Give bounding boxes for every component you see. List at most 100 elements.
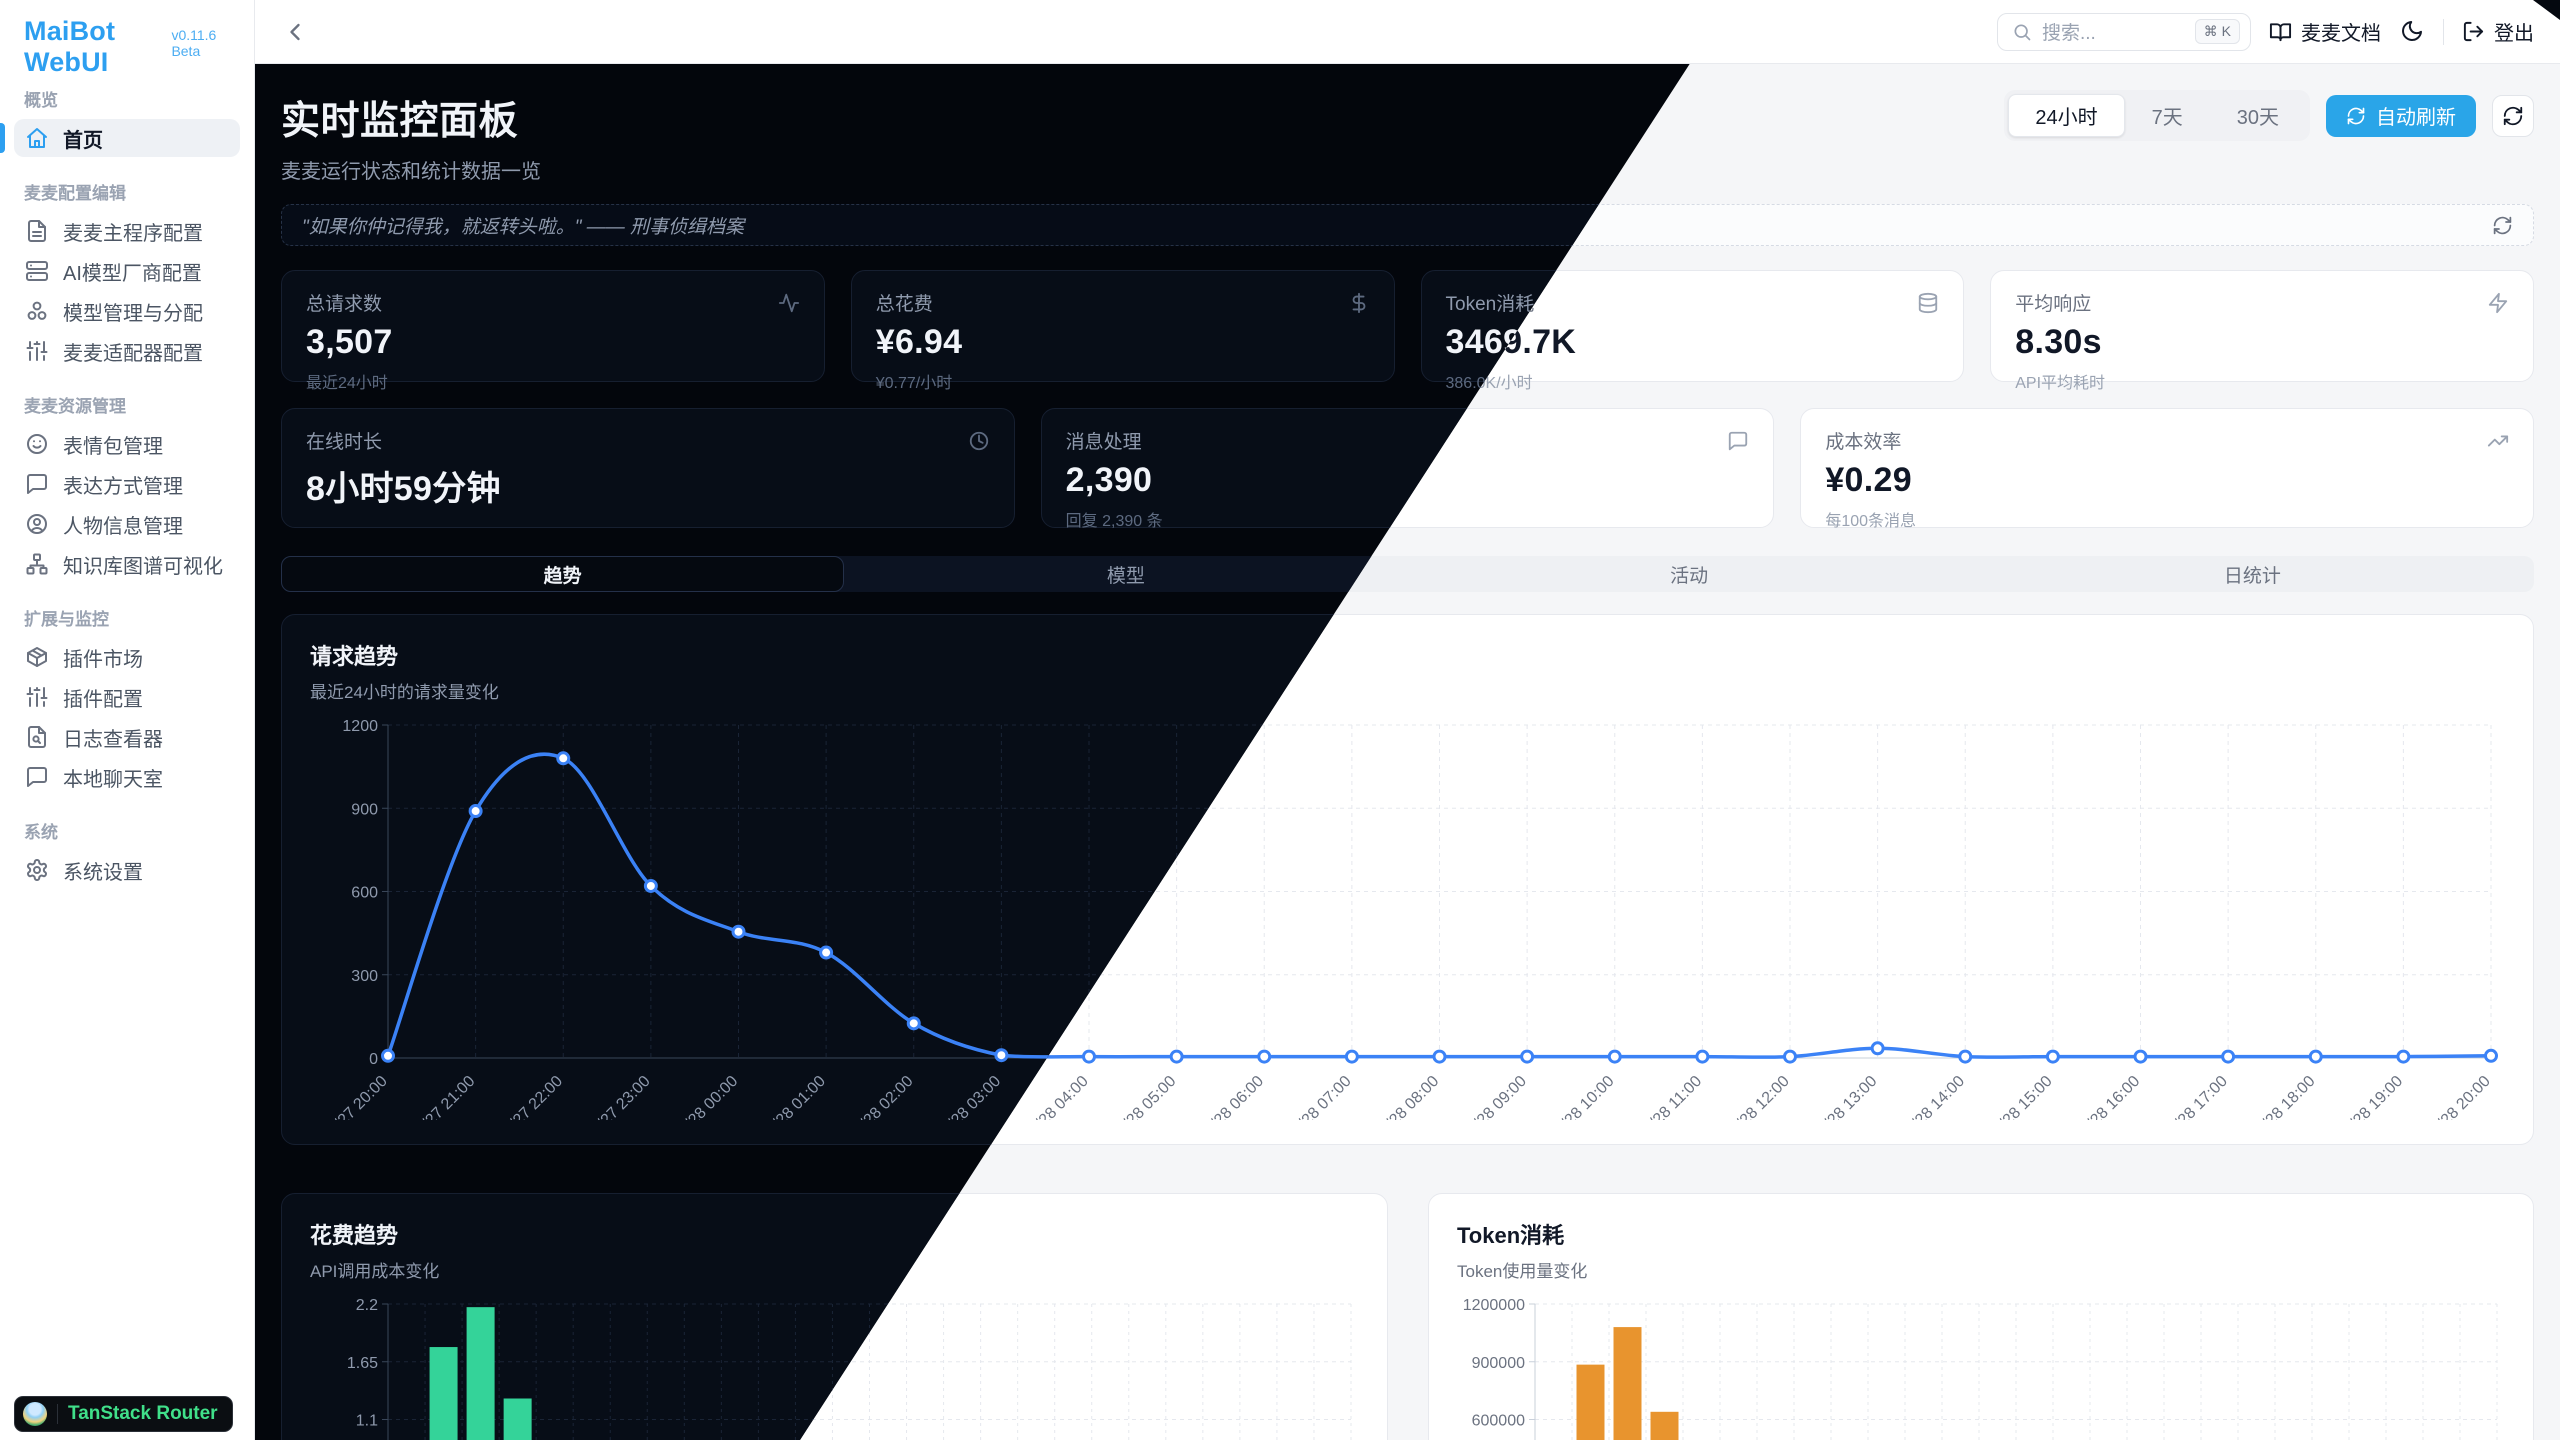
logout-button[interactable]: 登出: [2462, 17, 2534, 46]
search-icon: [2012, 22, 2032, 42]
title-row: 实时监控面板 麦麦运行状态和统计数据一览 24小时 7天 30天 自动刷新: [281, 90, 1731, 184]
sidebar-item-label: 麦麦主程序配置: [63, 222, 203, 245]
svg-text:11/28 07:00: 11/28 07:00: [1284, 1073, 1355, 1120]
sidebar-item-label: 模型管理与分配: [63, 302, 203, 325]
moon-icon: [2400, 19, 2424, 43]
stat-label: 总花费: [875, 294, 933, 315]
nav-section-config: 麦麦配置编辑: [24, 184, 126, 203]
sliders-icon: [25, 685, 49, 709]
book-open-icon: [2269, 20, 2292, 43]
tab-trends[interactable]: 趋势: [281, 556, 845, 592]
tab-activity[interactable]: 活动: [1670, 565, 1709, 587]
sidebar-item-label: AI模型厂商配置: [63, 262, 202, 285]
sidebar-item-label: 系统设置: [63, 861, 143, 884]
auto-refresh-button[interactable]: 自动刷新: [2326, 94, 2476, 137]
page-title: 实时监控面板: [281, 100, 519, 143]
logout-button-label: 登出: [2494, 23, 2534, 45]
manual-refresh-button[interactable]: [2492, 94, 2534, 137]
nav-section-extensions: 扩展与监控: [24, 610, 109, 629]
sidebar-item-ai-provider-config[interactable]: AI模型厂商配置: [14, 252, 240, 290]
svg-text:11/27 22:00: 11/27 22:00: [495, 1073, 566, 1120]
theme-toggle-button[interactable]: [2399, 19, 2425, 45]
tab-models[interactable]: 模型: [1106, 565, 1145, 587]
package-icon: [25, 645, 49, 669]
svg-text:11/27 21:00: 11/27 21:00: [407, 1073, 478, 1120]
sidebar-item-persona-management[interactable]: 人物信息管理: [14, 505, 240, 543]
sidebar-item-model-management[interactable]: 模型管理与分配: [14, 292, 240, 330]
topbar-actions: 搜索... ⌘ K 麦麦文档 登出: [1997, 12, 2534, 51]
sidebar-nav: 概览 首页 麦麦配置编辑 麦麦主程序配置 AI模型厂商配置 模型管理与分配 麦麦…: [0, 64, 254, 905]
svg-text:600: 600: [351, 885, 378, 902]
svg-text:1200000: 1200000: [1463, 1297, 1525, 1314]
svg-text:11/28 06:00: 11/28 06:00: [1196, 1073, 1267, 1120]
sidebar-item-main-config[interactable]: 麦麦主程序配置: [14, 212, 240, 250]
sidebar-collapse-button[interactable]: [281, 18, 309, 46]
search-input[interactable]: 搜索... ⌘ K: [1997, 12, 2251, 51]
clock-icon: [968, 430, 990, 452]
app-version: v0.11.6 Beta: [171, 27, 217, 59]
svg-text:11/28 17:00: 11/28 17:00: [2160, 1073, 2231, 1120]
range-24h-button[interactable]: 24小时: [2008, 94, 2125, 137]
stat-sub: 386.0K/小时: [1445, 375, 1533, 392]
chart-title: 花费趋势: [310, 1223, 399, 1248]
sidebar-item-label: 插件配置: [63, 688, 143, 711]
sidebar-item-log-viewer[interactable]: 日志查看器: [14, 718, 240, 756]
sidebar-item-emoji-management[interactable]: 表情包管理: [14, 425, 240, 463]
sidebar-item-local-chat[interactable]: 本地聊天室: [14, 758, 240, 796]
search-shortcut-badge: ⌘ K: [2194, 19, 2240, 44]
svg-text:11/28 15:00: 11/28 15:00: [1985, 1073, 2056, 1120]
stat-label: 消息处理: [1065, 432, 1142, 453]
sidebar-item-expression-management[interactable]: 表达方式管理: [14, 465, 240, 503]
page-subtitle: 麦麦运行状态和统计数据一览: [281, 161, 541, 183]
sidebar-item-label: 日志查看器: [63, 728, 163, 751]
topbar: 搜索... ⌘ K 麦麦文档 登出: [255, 0, 2560, 64]
token-usage-chart[interactable]: 3000006000009000001200000: [1457, 1294, 2505, 1440]
svg-text:11/28 09:00: 11/28 09:00: [1459, 1073, 1530, 1120]
refresh-icon: [2502, 105, 2524, 127]
sidebar-item-knowledge-graph[interactable]: 知识库图谱可视化: [14, 545, 240, 583]
file-text-icon: [25, 219, 49, 243]
badge-divider: [57, 1404, 58, 1424]
svg-text:11/28 16:00: 11/28 16:00: [2072, 1073, 2143, 1120]
database-icon: [1917, 292, 1939, 314]
sidebar-item-label: 人物信息管理: [63, 515, 183, 538]
range-30d-button[interactable]: 30天: [2210, 94, 2306, 137]
sidebar-item-label: 首页: [63, 129, 103, 152]
message-square-icon: [25, 765, 49, 789]
range-7d-button[interactable]: 7天: [2125, 94, 2210, 137]
chart-subtitle: Token使用量变化: [1457, 1262, 1588, 1281]
stat-label: 平均响应: [2015, 294, 2092, 315]
tanstack-logo-icon: [23, 1402, 47, 1426]
svg-text:11/28 10:00: 11/28 10:00: [1547, 1073, 1618, 1120]
stat-value: 2,390: [1065, 461, 1153, 499]
sidebar-item-system-settings[interactable]: 系统设置: [14, 851, 240, 889]
svg-text:11/28 03:00: 11/28 03:00: [933, 1073, 1004, 1120]
chart-subtitle: 最近24小时的请求量变化: [310, 683, 499, 702]
stat-card-online-time: 在线时长 8小时59分钟: [281, 408, 1015, 528]
user-circle-icon: [25, 512, 49, 536]
tab-daily-stats[interactable]: 日统计: [2223, 565, 2281, 587]
dollar-icon: [1348, 292, 1370, 314]
sidebar-item-plugin-market[interactable]: 插件市场: [14, 638, 240, 676]
gear-icon: [25, 858, 49, 882]
sidebar-item-label: 表达方式管理: [63, 475, 183, 498]
stat-sub: 最近24小时: [306, 375, 388, 392]
topbar-divider: [2443, 18, 2444, 45]
sidebar-item-plugin-config[interactable]: 插件配置: [14, 678, 240, 716]
cost-trend-chart[interactable]: 0.551.11.652.2: [310, 1294, 1359, 1440]
tanstack-router-devtools-badge[interactable]: TanStack Router: [14, 1396, 233, 1432]
chart-title: Token消耗: [1457, 1223, 1565, 1248]
svg-text:0: 0: [369, 1051, 378, 1068]
svg-text:600000: 600000: [1472, 1413, 1525, 1430]
docs-button[interactable]: 麦麦文档: [2269, 17, 2381, 46]
quote-refresh-button[interactable]: [2492, 215, 2513, 236]
file-search-icon: [25, 725, 49, 749]
svg-text:11/27 20:00: 11/27 20:00: [320, 1073, 391, 1120]
sidebar-item-label: 知识库图谱可视化: [63, 555, 223, 578]
sidebar-item-home[interactable]: 首页: [0, 119, 240, 157]
stat-label: 总请求数: [306, 294, 383, 315]
svg-text:11/28 05:00: 11/28 05:00: [1108, 1073, 1179, 1120]
sliders-icon: [25, 339, 49, 363]
time-range-controls: 24小时 7天 30天 自动刷新: [2004, 90, 2534, 141]
sidebar-item-adapter-config[interactable]: 麦麦适配器配置: [14, 332, 240, 370]
